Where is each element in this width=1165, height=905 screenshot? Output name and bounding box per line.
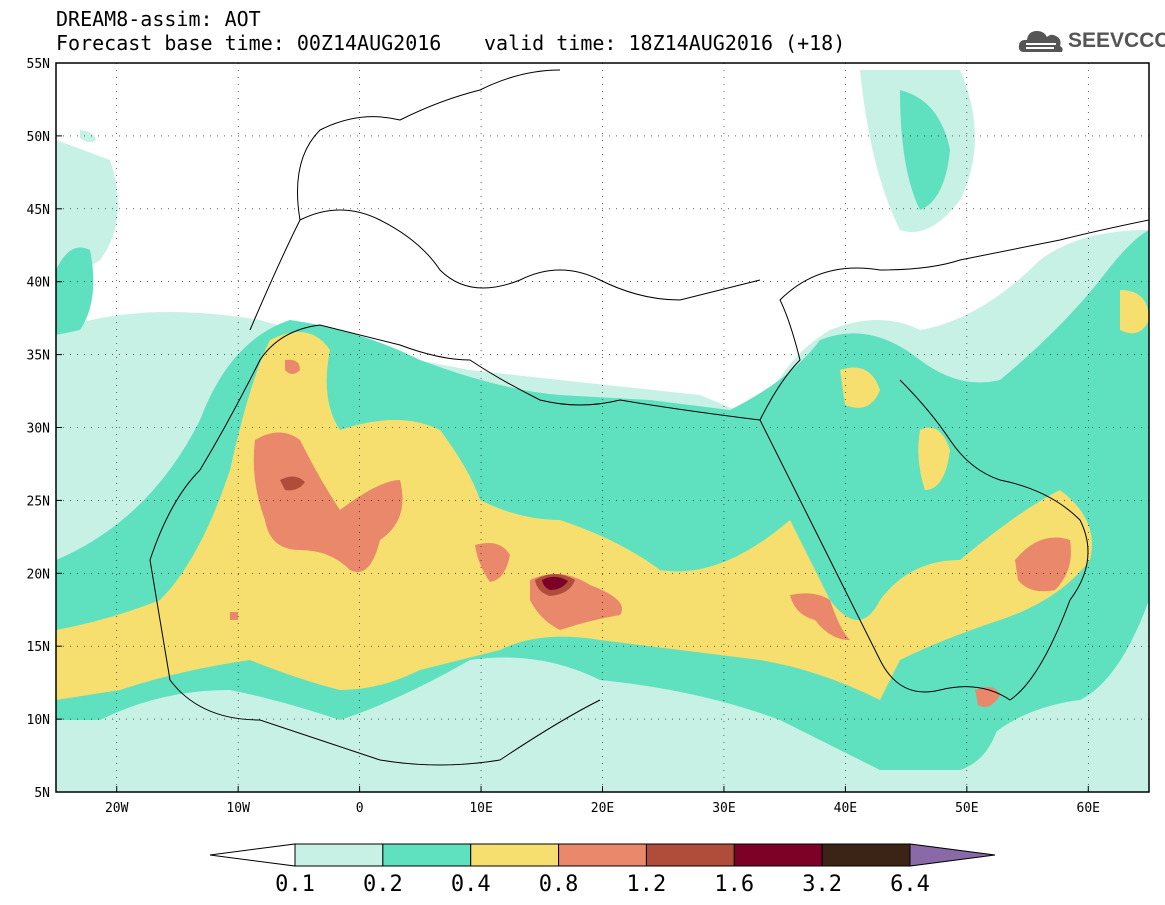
lat-label: 25N <box>27 494 50 509</box>
colorbar-label: 1.2 <box>626 872 667 897</box>
coastlines <box>149 69 1149 766</box>
colorbar-swatch <box>558 843 647 867</box>
lon-label: 30E <box>712 801 735 816</box>
latitude-labels: 55N 50N 45N 40N 35N 30N 25N 20N 15N 10N 5N <box>27 57 50 801</box>
colorbar-high-arrow <box>909 843 996 867</box>
colorbar-label: 0.2 <box>362 872 403 897</box>
lat-label: 30N <box>27 422 50 437</box>
colorbar-label: 0.1 <box>275 872 315 897</box>
longitude-labels: 20W 10W 0 10E 20E 30E 40E 50E 60E <box>105 801 1100 816</box>
colorbar-label: 0.8 <box>538 872 579 897</box>
aot-level-1-6 <box>542 576 568 590</box>
colorbar-label: 1.6 <box>714 872 755 897</box>
lat-label: 35N <box>27 349 50 364</box>
colorbar-swatch <box>645 843 735 867</box>
logo-text: SEEVCCC <box>1068 29 1165 52</box>
colorbar-swatch <box>294 843 384 867</box>
colorbar-swatch <box>733 843 823 867</box>
lat-label: 15N <box>27 640 50 655</box>
colorbar-swatch <box>382 843 472 867</box>
colorbar-swatch <box>821 843 911 867</box>
lat-label: 40N <box>27 276 50 291</box>
valid-time: valid time: 18Z14AUG2016 (+18) <box>484 31 846 55</box>
lon-label: 0 <box>356 801 364 816</box>
lat-label: 55N <box>27 57 50 72</box>
seevccc-logo: SEEVCCC <box>1016 24 1165 58</box>
lat-label: 5N <box>34 786 50 801</box>
map-title: DREAM8-assim: AOT <box>56 7 261 31</box>
lat-label: 50N <box>27 130 50 145</box>
colorbar-label: 3.2 <box>802 872 843 897</box>
aot-level-0-8 <box>230 359 1071 708</box>
lon-label: 20E <box>591 801 614 816</box>
gridlines <box>56 62 1149 793</box>
colorbar-label: 6.4 <box>890 872 930 897</box>
lon-label: 10W <box>226 801 250 816</box>
lon-label: 40E <box>834 801 857 816</box>
aot-level-0-4 <box>56 290 1149 700</box>
colorbar-swatch <box>470 843 560 867</box>
lat-label: 45N <box>27 203 50 218</box>
lon-label: 20W <box>105 801 129 816</box>
colorbar-low-arrow <box>209 843 296 867</box>
lat-label: 10N <box>27 713 50 728</box>
lon-label: 50E <box>955 801 978 816</box>
lon-label: 60E <box>1077 801 1100 816</box>
colorbar-label: 0.4 <box>450 872 491 897</box>
lon-label: 10E <box>469 801 492 816</box>
cloud-icon <box>1018 31 1063 52</box>
lat-label: 20N <box>27 567 50 582</box>
colorbar <box>209 843 996 867</box>
forecast-base-time: Forecast base time: 00Z14AUG2016 <box>56 31 442 55</box>
